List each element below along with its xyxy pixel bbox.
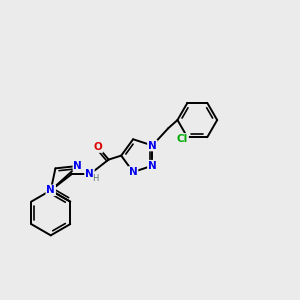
- Text: N: N: [85, 169, 94, 179]
- Text: N: N: [148, 140, 157, 151]
- Text: H: H: [92, 174, 99, 183]
- Text: Cl: Cl: [177, 134, 188, 144]
- Text: N: N: [46, 185, 55, 195]
- Text: N: N: [74, 161, 82, 171]
- Text: N: N: [148, 161, 157, 171]
- Text: O: O: [94, 142, 102, 152]
- Text: N: N: [129, 167, 137, 177]
